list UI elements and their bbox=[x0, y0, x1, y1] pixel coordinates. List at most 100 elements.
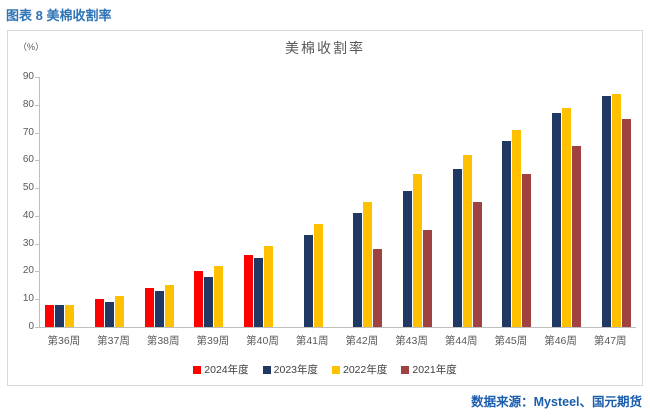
y-axis-tick-label: 70 bbox=[22, 126, 34, 138]
y-axis-tick-mark bbox=[35, 77, 39, 78]
x-axis-label: 第45周 bbox=[494, 335, 528, 347]
bar bbox=[403, 190, 413, 327]
chart-panel: （%） 美棉收割率 0 10 20 30 40 50 60 70 80 90 第36周 第37周 第3… bbox=[7, 30, 643, 386]
bar-group bbox=[288, 77, 338, 327]
bar bbox=[472, 202, 482, 327]
bar bbox=[601, 96, 611, 327]
bar bbox=[194, 271, 204, 327]
y-axis-tick-label: 0 bbox=[28, 321, 34, 332]
x-axis-label: 第42周 bbox=[345, 335, 379, 347]
x-axis-label: 第47周 bbox=[593, 335, 627, 347]
y-axis-unit-label: （%） bbox=[18, 42, 45, 52]
x-axis-label: 第40周 bbox=[246, 335, 279, 347]
figure-caption: 图表 8 美棉收割率 bbox=[6, 8, 112, 23]
bar bbox=[502, 140, 512, 327]
bar-group bbox=[388, 77, 438, 327]
x-axis-labels: 第36周 第37周 第38周 第39周 第40周 第41周 第42周 第43周 第44周 第45周… bbox=[39, 333, 635, 348]
bar bbox=[303, 235, 313, 327]
bar bbox=[45, 304, 55, 327]
y-axis-tick-mark bbox=[35, 243, 39, 245]
legend-item: 2022年度 bbox=[332, 362, 387, 377]
bar bbox=[452, 168, 462, 327]
y-axis-tick-label: 30 bbox=[22, 237, 34, 249]
bar-group bbox=[586, 77, 636, 327]
y-axis-tick-mark bbox=[35, 132, 39, 134]
y-axis-tick-mark bbox=[35, 215, 39, 217]
legend-item: 2021年度 bbox=[401, 362, 457, 377]
y-axis-tick-label: 80 bbox=[22, 98, 34, 110]
bar bbox=[413, 174, 423, 327]
legend-item: 2024年度 bbox=[193, 362, 249, 377]
bar bbox=[164, 285, 174, 327]
bar-group bbox=[537, 77, 587, 327]
bar bbox=[313, 224, 323, 327]
y-axis-tick-mark bbox=[35, 160, 39, 162]
data-source-note: 数据来源：Mysteel、国元期货 bbox=[471, 395, 642, 409]
bar bbox=[552, 113, 562, 327]
bar bbox=[55, 304, 65, 327]
x-axis-label: 第43周 bbox=[395, 335, 428, 347]
legend-swatch bbox=[262, 365, 271, 374]
bar bbox=[562, 107, 572, 327]
legend-label: 2024年度 bbox=[204, 364, 249, 376]
y-axis-tick-label: 20 bbox=[22, 265, 34, 277]
legend-swatch bbox=[193, 365, 202, 374]
x-axis-label: 第38周 bbox=[146, 335, 180, 347]
bar bbox=[522, 174, 532, 327]
legend-label: 2021年度 bbox=[412, 364, 457, 376]
legend-swatch bbox=[332, 365, 340, 374]
y-axis-tick-mark bbox=[35, 188, 39, 190]
y-axis-tick-mark bbox=[35, 271, 39, 273]
y-axis-tick-label: 40 bbox=[22, 209, 34, 221]
bar bbox=[611, 93, 621, 327]
y-axis-tick-label: 50 bbox=[22, 182, 34, 194]
bar bbox=[373, 249, 383, 327]
bar bbox=[65, 304, 75, 327]
y-axis-tick-label: 90 bbox=[22, 71, 34, 82]
bar bbox=[353, 213, 363, 327]
bar bbox=[621, 118, 631, 327]
bar bbox=[95, 299, 104, 327]
bar bbox=[423, 229, 433, 327]
legend-swatch bbox=[401, 365, 410, 374]
x-axis-label: 第39周 bbox=[196, 335, 230, 347]
bar-group bbox=[487, 77, 537, 327]
legend-label: 2023年度 bbox=[273, 364, 318, 376]
y-axis-tick-mark bbox=[35, 299, 39, 301]
bar bbox=[363, 202, 373, 327]
x-axis-label: 第37周 bbox=[97, 335, 130, 347]
bar-group bbox=[90, 77, 140, 327]
bar-group bbox=[189, 77, 239, 327]
bar bbox=[264, 246, 274, 327]
y-axis-tick-mark bbox=[35, 327, 39, 328]
bar bbox=[115, 296, 124, 327]
plot-area bbox=[39, 77, 636, 328]
bar bbox=[105, 302, 114, 327]
y-axis-tick-label: 10 bbox=[22, 293, 34, 305]
bar bbox=[572, 146, 582, 327]
bar bbox=[254, 257, 264, 327]
bar-group bbox=[437, 77, 487, 327]
x-axis-label: 第41周 bbox=[295, 335, 329, 347]
bar bbox=[154, 290, 164, 327]
x-axis-label: 第36周 bbox=[47, 335, 81, 347]
legend-item: 2023年度 bbox=[262, 362, 318, 377]
bar bbox=[144, 288, 154, 327]
x-axis-label: 第44周 bbox=[444, 335, 478, 347]
bar bbox=[462, 154, 472, 327]
bar bbox=[204, 277, 214, 327]
bar bbox=[214, 265, 224, 327]
bar-group bbox=[40, 77, 90, 327]
y-axis-tick-mark bbox=[35, 104, 39, 106]
x-axis-label: 第46周 bbox=[544, 335, 577, 347]
chart-title: 美棉收割率 bbox=[285, 40, 365, 56]
bar bbox=[244, 254, 254, 327]
bar-group bbox=[139, 77, 189, 327]
bar-group bbox=[239, 77, 289, 327]
y-axis-tick-label: 60 bbox=[22, 154, 34, 166]
legend: 2024年度 2023年度 2022年度 2021年度 bbox=[8, 362, 642, 377]
bar-group bbox=[338, 77, 388, 327]
legend-label: 2022年度 bbox=[343, 364, 388, 376]
bar bbox=[512, 129, 522, 327]
